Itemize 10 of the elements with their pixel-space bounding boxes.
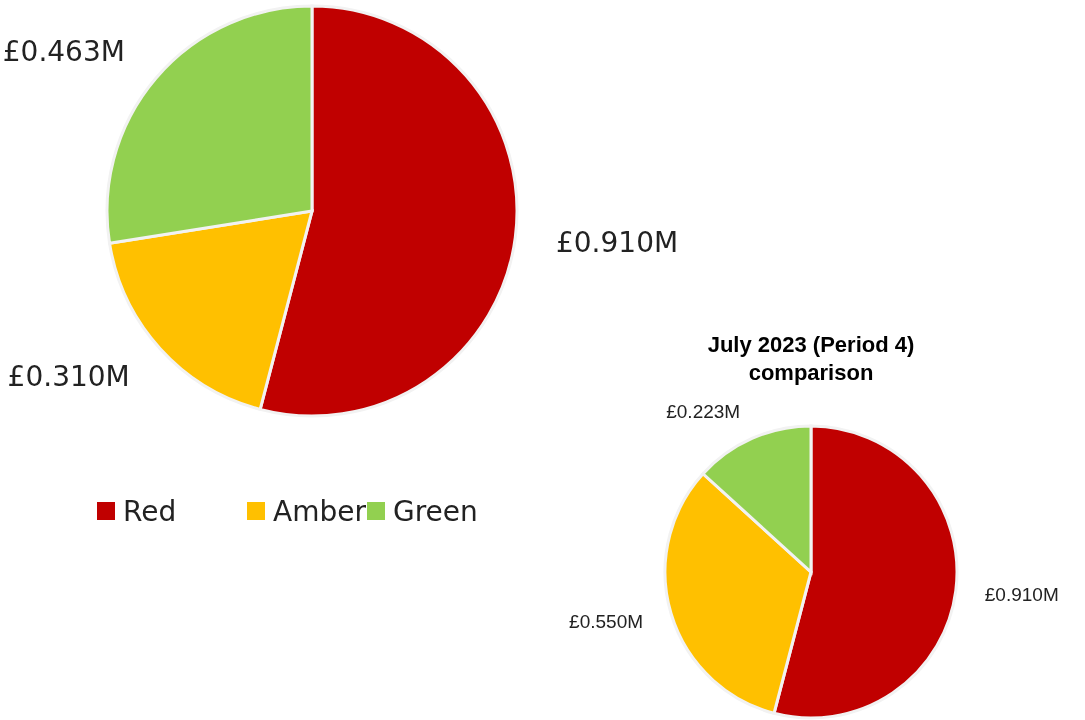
legend-label: Green xyxy=(393,494,478,528)
chart-title: July 2023 (Period 4) comparison xyxy=(707,332,915,385)
data-label: £0.310M xyxy=(7,360,130,394)
data-label: £0.550M xyxy=(569,611,644,633)
data-label: £0.910M xyxy=(555,226,679,260)
data-label: £0.463M xyxy=(2,35,125,69)
legend-label: Red xyxy=(123,494,177,528)
data-label: £0.223M xyxy=(666,401,741,423)
data-label: £0.910M xyxy=(984,583,1059,605)
legend-label: Amber xyxy=(273,494,367,528)
